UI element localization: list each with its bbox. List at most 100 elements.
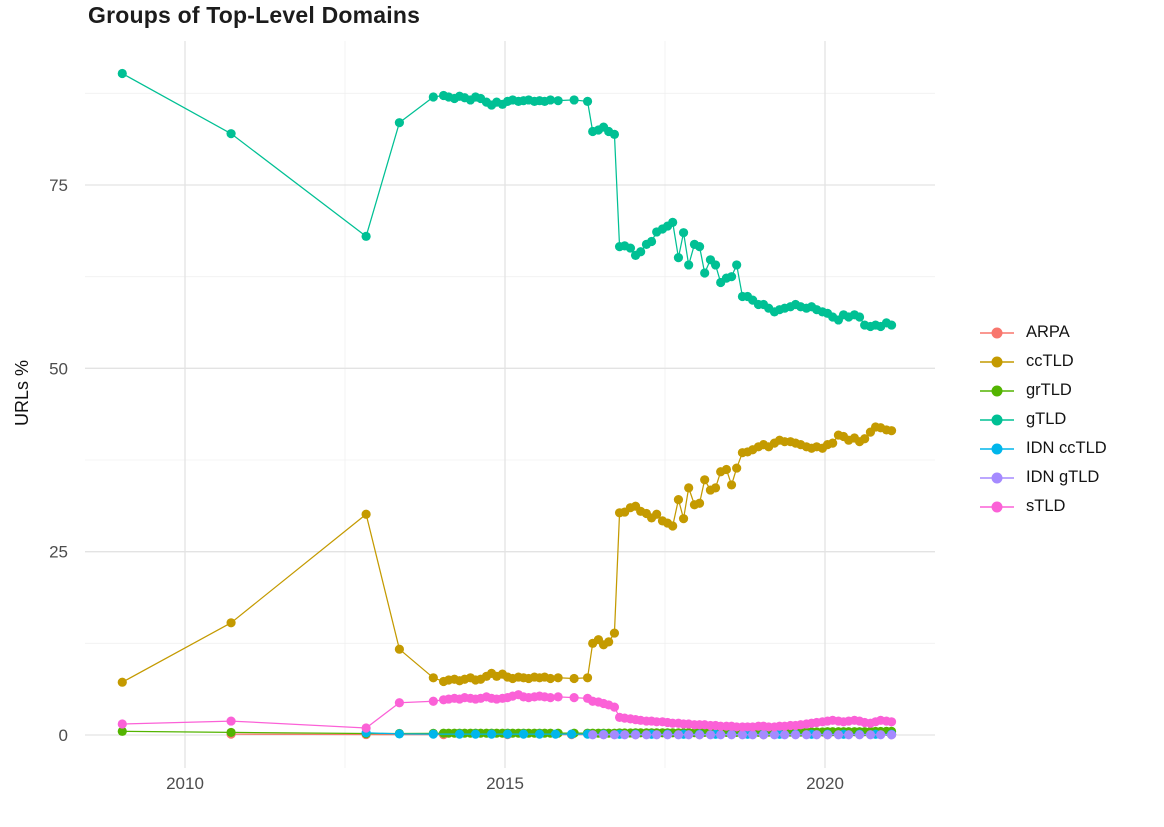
series-point-IDN-gTLD [769,730,780,740]
series-point-gTLD [678,228,689,238]
series-point-ccTLD [394,644,404,654]
series-point-gTLD [710,260,721,270]
series-point-gTLD [732,260,742,270]
series-point-sTLD [569,693,579,703]
legend-key-icon [980,472,1014,483]
series-point-IDN-gTLD [588,730,598,740]
series-point-gTLD [886,320,897,330]
series-point-gTLD [394,118,404,128]
series-point-gTLD [694,242,705,252]
series-point-ccTLD [721,464,732,475]
series-point-ccTLD [361,509,371,519]
series-point-IDN-gTLD [641,730,652,740]
series-point-gTLD [646,236,657,247]
series-point-ccTLD [732,463,742,473]
series-point-ccTLD [226,618,236,628]
series-point-IDN-gTLD [812,730,822,740]
series-point-ccTLD [545,673,556,684]
series-point-IDN-gTLD [844,730,854,740]
legend-item-sTLD: sTLD [977,492,1107,521]
series-line-gTLD [121,72,892,328]
series-point-grTLD [226,727,236,738]
series-point-IDN-gTLD [790,730,801,740]
series-point-gTLD [684,260,694,270]
legend-item-IDN-ccTLD: IDN ccTLD [977,434,1107,463]
series-point-ccTLD [428,673,438,683]
legend-key-icon [980,414,1014,425]
series-point-IDN-ccTLD [518,729,529,739]
series-point-IDN-gTLD [726,730,737,740]
series-point-ccTLD [694,498,705,508]
series-point-ccTLD [569,673,579,684]
y-tick-label: 0 [59,726,68,745]
series-point-grTLD [117,726,127,736]
series-point-IDN-ccTLD [502,729,513,739]
series-point-IDN-gTLD [865,730,876,740]
legend-label: sTLD [1026,497,1066,515]
series-point-gTLD [361,231,371,241]
series-point-gTLD [668,217,678,228]
series-point-sTLD [394,698,404,708]
series-point-ccTLD [678,514,689,524]
x-tick-label: 2020 [806,774,844,793]
series-point-IDN-gTLD [694,730,705,740]
series-point-IDN-gTLD [758,730,769,740]
series-point-IDN-gTLD [822,730,833,740]
series-point-IDN-gTLD [630,730,641,740]
series-point-ccTLD [652,509,662,519]
legend-label: grTLD [1026,381,1072,399]
series-point-ccTLD [668,521,678,531]
series-point-gTLD [226,129,236,139]
legend-item-ccTLD: ccTLD [977,347,1107,376]
series-point-IDN-ccTLD [486,729,497,739]
series-point-gTLD [117,68,127,79]
series-point-gTLD [625,243,636,253]
series-point-ccTLD [609,628,620,638]
series-point-IDN-ccTLD [534,729,545,739]
series-point-IDN-gTLD [652,730,662,740]
series-point-gTLD [553,96,563,106]
series-point-gTLD [700,268,710,278]
series-point-gTLD [569,95,579,105]
series-line-ccTLD [121,426,892,683]
series-point-ccTLD [604,637,614,647]
series-point-IDN-ccTLD [428,729,438,739]
legend-key-icon [980,385,1014,396]
series-point-sTLD [117,719,127,729]
series-point-ccTLD [710,483,721,493]
series-point-IDN-gTLD [662,730,673,740]
series-point-sTLD [553,692,563,702]
legend-label: gTLD [1026,410,1067,428]
series-point-IDN-gTLD [876,730,886,740]
series-point-gTLD [854,312,865,322]
series-point-IDN-gTLD [780,730,790,740]
series-point-IDN-gTLD [801,730,812,740]
legend: ARPA ccTLD grTLD gTLD IDN ccTLD IDN gTLD sTLD [977,318,1107,521]
series-point-IDN-gTLD [833,730,844,740]
x-tick-label: 2015 [486,774,524,793]
legend-item-gTLD: gTLD [977,405,1107,434]
legend-item-IDN-gTLD: IDN gTLD [977,463,1107,492]
series-point-sTLD [226,716,236,726]
series-point-ccTLD [673,495,684,505]
y-tick-label: 25 [49,543,68,562]
legend-label: ccTLD [1026,352,1074,370]
series-point-IDN-ccTLD [550,729,561,739]
legend-label: IDN ccTLD [1026,439,1107,457]
legend-item-grTLD: grTLD [977,376,1107,405]
series-point-sTLD [428,696,438,706]
series-point-gTLD [545,95,556,105]
series-point-sTLD [361,723,371,733]
series-point-sTLD [886,717,897,727]
series-point-ccTLD [860,434,870,444]
series-point-IDN-ccTLD [454,729,465,739]
series-point-IDN-gTLD [598,730,609,740]
series-point-IDN-gTLD [620,730,630,740]
series-point-IDN-ccTLD [394,729,404,739]
legend-key-icon [980,443,1014,454]
series-point-ccTLD [684,483,694,493]
series-point-sTLD [609,702,620,712]
series-point-IDN-ccTLD [566,729,577,739]
